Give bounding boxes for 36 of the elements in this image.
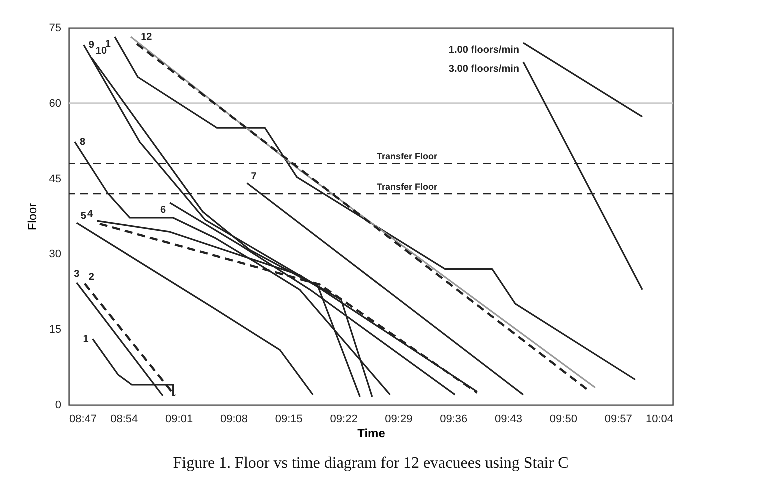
x-tick-label: 09:50 — [550, 414, 578, 426]
x-tick-label: 08:47 — [70, 414, 98, 426]
series-label: 6 — [160, 204, 166, 216]
x-tick-label: 09:01 — [166, 414, 194, 426]
y-tick-label: 30 — [49, 248, 62, 261]
text: Figure 1. Floor vs time diagram for 12 evacuees using Stair C — [173, 455, 569, 472]
y-tick-label: 60 — [49, 98, 62, 110]
x-tick-label: 09:43 — [495, 414, 523, 426]
x-tick-label: 10:04 — [646, 414, 674, 426]
series-label: 5 — [80, 211, 87, 222]
y-tick-label: 15 — [49, 324, 62, 336]
x-tick-label: 08:54 — [110, 414, 138, 426]
series-label: 7 — [251, 171, 258, 182]
ref-line-label: Transfer Floor — [376, 152, 438, 162]
ref-line-label: Transfer Floor — [376, 182, 438, 192]
series-label: 1.00 floors/min — [448, 45, 520, 56]
y-axis-title: Floor — [25, 203, 40, 231]
series-label: 8 — [80, 137, 86, 148]
series-label: 4 — [88, 209, 94, 220]
series-label: 9 — [88, 40, 95, 52]
y-tick-label: 0 — [55, 400, 62, 412]
x-axis-title: Time — [358, 426, 386, 440]
series-label: 1 — [83, 334, 90, 346]
x-tick-label: 09:36 — [440, 414, 468, 426]
x-tick-label: 09:15 — [275, 414, 303, 426]
y-tick-label: 45 — [49, 173, 62, 186]
series-label: 2 — [88, 272, 95, 283]
series-label: 10 — [96, 46, 108, 58]
series-label: 12 — [141, 32, 153, 44]
x-tick-label: 09:29 — [385, 414, 413, 426]
series-label: 3.00 floors/min — [448, 64, 520, 76]
x-tick-label: 09:22 — [330, 414, 358, 426]
x-tick-label: 09:08 — [220, 414, 248, 426]
y-tick-label: 75 — [49, 22, 62, 34]
series-label: 3 — [74, 268, 80, 280]
x-tick-label: 09:57 — [604, 414, 632, 426]
